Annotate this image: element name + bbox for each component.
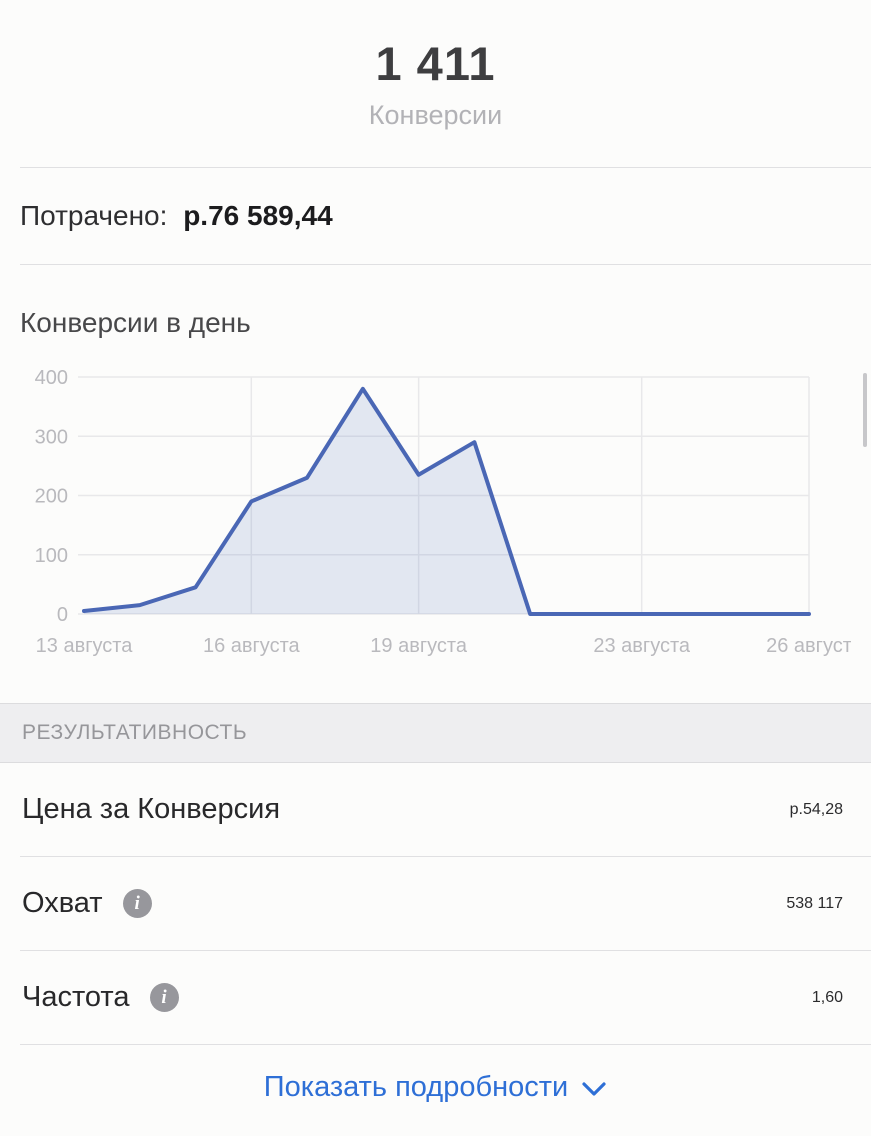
conversions-chart: 0 100 200 300 400 13 августа 16 августа 19 авгу…: [35, 367, 852, 657]
section-title: РЕЗУЛЬТАТИВНОСТЬ: [22, 721, 248, 744]
svg-text:23 августа: 23 августа: [593, 635, 691, 657]
divider: [20, 1044, 871, 1045]
details-footer: Показать подробности: [0, 1045, 871, 1130]
stat-value: р.54,28: [789, 800, 843, 818]
spent-label: Потрачено:: [20, 200, 168, 231]
chevron-down-icon: [582, 1082, 606, 1096]
divider: [20, 167, 871, 168]
stat-label-group: Цена за Конверсия: [22, 793, 280, 826]
stat-label-group: Охват i: [22, 887, 152, 920]
conversions-total: 1 411: [375, 37, 496, 90]
spent-row: Потрачено: р.76 589,44: [0, 168, 871, 264]
conversions-caption: Конверсии: [368, 100, 503, 130]
summary-header: 1 411 Конверсии: [0, 0, 871, 167]
svg-text:100: 100: [35, 545, 68, 567]
section-header-performance: РЕЗУЛЬТАТИВНОСТЬ: [0, 703, 871, 763]
show-details-button[interactable]: Показать подробности: [264, 1071, 607, 1104]
divider: [20, 950, 871, 951]
stat-row-cost-per-conversion: Цена за Конверсия р.54,28: [0, 763, 871, 856]
svg-text:200: 200: [35, 486, 68, 508]
divider: [20, 856, 871, 857]
svg-text:19 августа: 19 августа: [370, 635, 468, 657]
scrollbar[interactable]: [863, 373, 867, 447]
svg-text:400: 400: [35, 367, 68, 389]
svg-text:13 августа: 13 августа: [36, 635, 134, 657]
show-details-label: Показать подробности: [263, 1071, 569, 1103]
svg-text:26 август: 26 август: [766, 635, 851, 657]
svg-text:0: 0: [57, 604, 68, 626]
stat-label: Охват: [22, 887, 103, 919]
svg-text:300: 300: [35, 426, 68, 448]
chart-area: 0 100 200 300 400 13 августа 16 августа 19 авгу…: [20, 365, 867, 675]
info-icon[interactable]: i: [122, 889, 152, 918]
spent-value: р.76 589,44: [183, 200, 333, 231]
stat-label-group: Частота i: [22, 981, 179, 1014]
divider: [20, 264, 871, 265]
stat-value: 538 117: [786, 894, 843, 912]
stat-row-frequency: Частота i 1,60: [0, 951, 871, 1044]
stat-value: 1,60: [811, 988, 843, 1006]
stat-label: Частота: [22, 981, 130, 1013]
stat-label: Цена за Конверсия: [22, 793, 281, 825]
svg-text:16 августа: 16 августа: [203, 635, 301, 657]
info-icon[interactable]: i: [149, 983, 179, 1012]
chart-title: Конверсии в день: [20, 307, 251, 338]
stat-row-reach: Охват i 538 117: [0, 857, 871, 950]
